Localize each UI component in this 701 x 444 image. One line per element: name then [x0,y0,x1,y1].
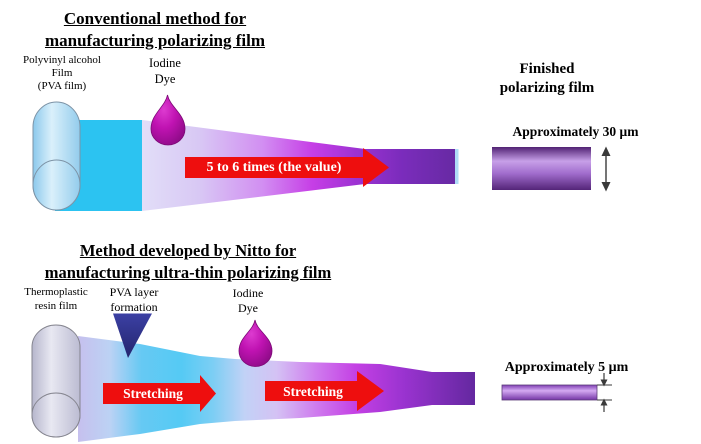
stretching-label-1: Stretching [123,386,183,401]
iodine-dye-label-bottom: Iodine Dye [232,286,264,315]
stretch-arrow-bottom-1 [103,375,216,412]
top-section-title: Conventional method for manufacturing po… [44,9,266,51]
stretch-arrow-bottom-2 [265,371,384,411]
iodine-dye-drop-top [150,94,186,146]
stretching-label-2: Stretching [283,384,343,399]
iodine-dye-label-top: Iodine Dye [149,56,181,86]
pva-layer-formation-label: PVA layer formation [109,285,159,314]
thickness-dimension-arrow-5um [597,373,612,412]
bottom-section-title: Method developed by Nitto for manufactur… [44,241,332,282]
stretch-arrow-top [185,148,389,187]
pva-roll-label: Polyvinyl alcohol Film (PVA film) [23,54,101,92]
thermoplastic-resin-roll [31,324,81,438]
stretch-arrow-top-label: 5 to 6 times (the value) [206,160,342,175]
thermoplastic-resin-label: Thermoplastic resin film [24,286,88,312]
finished-film-sample [492,147,591,190]
pva-film-roll [32,101,81,211]
thickness-5um-label: Approximately 5 μm [504,360,629,375]
thickness-dimension-arrow-30um [601,146,611,192]
ultrathin-film-sample [501,384,598,401]
finished-film-label: Finished polarizing film [499,61,595,96]
film-edge-highlight [455,149,459,184]
thickness-30um-label: Approximately 30 μm [512,124,639,139]
iodine-dye-drop-bottom [238,319,273,367]
pva-layer-formation-triangle [113,313,152,358]
